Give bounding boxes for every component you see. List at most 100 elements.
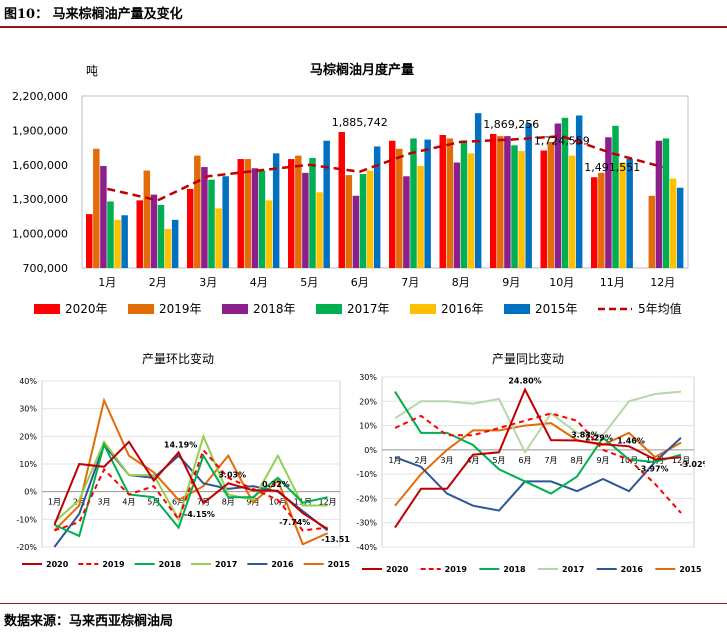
legend-label: 2016: [621, 565, 644, 574]
y-axis-unit: 吨: [86, 64, 98, 78]
bar: [201, 167, 208, 268]
bar: [511, 145, 518, 268]
bar: [100, 165, 107, 268]
bar: [389, 140, 396, 268]
chart-title: 产量环比变动: [142, 351, 214, 366]
bar: [504, 136, 511, 268]
x-tick-label: 12月: [672, 456, 690, 465]
plot-area: [81, 95, 689, 269]
bar: [598, 172, 605, 268]
bar: [490, 133, 497, 268]
legend-label: 2020: [46, 560, 69, 569]
x-tick-label: 11月: [600, 276, 625, 289]
bar: [605, 137, 612, 268]
bar: [302, 172, 309, 268]
legend-swatch: [128, 304, 154, 314]
bar: [575, 115, 583, 268]
x-tick-label: 5月: [492, 456, 505, 465]
y-tick-label: 10%: [19, 460, 37, 469]
data-label: 24.80%: [508, 377, 541, 386]
bar: [215, 208, 222, 268]
x-tick-label: 8月: [222, 498, 235, 507]
x-tick-label: 4月: [122, 498, 135, 507]
legend-swatch: [34, 304, 60, 314]
bar: [612, 125, 619, 269]
x-tick-label: 1月: [98, 276, 116, 289]
x-tick-label: 4月: [466, 456, 479, 465]
legend-swatch: [316, 304, 342, 314]
bar: [114, 219, 121, 268]
legend-swatch: [410, 304, 436, 314]
bar: [251, 168, 259, 268]
bar: [244, 159, 252, 268]
legend-label: 2015年: [535, 302, 578, 316]
data-label: 3.03%: [218, 470, 246, 479]
bar: [222, 176, 229, 268]
data-label: 14.19%: [164, 440, 197, 449]
series-line: [54, 448, 328, 532]
x-tick-label: 9月: [502, 276, 520, 289]
bar: [453, 162, 461, 268]
bar: [373, 146, 381, 268]
bar: [136, 200, 143, 268]
x-tick-label: 7月: [401, 276, 419, 289]
data-label: 3.83%: [571, 431, 599, 440]
y-tick-label: 1,600,000: [12, 159, 68, 172]
x-tick-label: 2月: [149, 276, 167, 289]
y-tick-label: 0%: [364, 446, 377, 455]
legend-label: 2019: [445, 565, 468, 574]
bar: [121, 215, 128, 268]
y-tick-label: 30%: [359, 373, 377, 382]
figure-caption: 图10： 马来棕榈油产量及变化: [4, 7, 183, 22]
y-tick-label: 20%: [19, 432, 37, 441]
bar: [157, 204, 165, 268]
bar: [237, 159, 244, 268]
bar: [366, 170, 374, 268]
bar: [345, 175, 353, 268]
legend-label: 2016: [271, 560, 294, 569]
x-tick-label: 12月: [318, 498, 336, 507]
bar: [540, 150, 547, 268]
series-line: [394, 412, 682, 514]
bar: [474, 113, 482, 268]
bar: [662, 138, 670, 268]
bar: [446, 138, 454, 268]
bar: [352, 195, 360, 268]
bar: [338, 132, 345, 268]
avg-line: [106, 134, 664, 202]
bar: [403, 176, 410, 268]
legend-label: 2019: [102, 560, 125, 569]
bar: [547, 141, 555, 268]
data-label: 1,491,551: [584, 161, 640, 174]
bar: [568, 155, 576, 268]
legend-label: 2017: [215, 560, 237, 569]
y-tick-label: 30%: [19, 405, 37, 414]
data-label: -4.15%: [184, 510, 215, 519]
x-tick-label: 5月: [300, 276, 318, 289]
data-label: -3.97%: [637, 464, 668, 473]
legend-label: 2015: [679, 565, 702, 574]
top-divider: [0, 26, 727, 28]
bar: [258, 170, 266, 268]
bar: [143, 170, 151, 268]
bar: [655, 140, 663, 268]
y-tick-label: -10%: [16, 515, 37, 524]
legend-label: 2019年: [159, 302, 202, 316]
bar: [164, 229, 172, 268]
x-tick-label: 6月: [172, 498, 185, 507]
x-tick-label: 6月: [518, 456, 531, 465]
bar: [439, 134, 446, 268]
x-tick-label: 7月: [544, 456, 557, 465]
x-tick-label: 4月: [250, 276, 268, 289]
mom-change-chart: 产量环比变动-20%-10%0%10%20%30%40%1月 2月 3月 4月 5月 6月…: [16, 351, 350, 569]
legend-label: 2016年: [441, 302, 484, 316]
x-tick-label: 6月: [351, 276, 369, 289]
bar: [396, 148, 403, 268]
bar: [518, 151, 525, 268]
data-label: 1,724,559: [534, 135, 590, 148]
bar: [669, 178, 677, 268]
x-tick-label: 10月: [269, 498, 287, 507]
y-tick-label: 10%: [359, 422, 377, 431]
data-label: -13.51%: [321, 535, 350, 544]
series-line: [54, 441, 328, 538]
